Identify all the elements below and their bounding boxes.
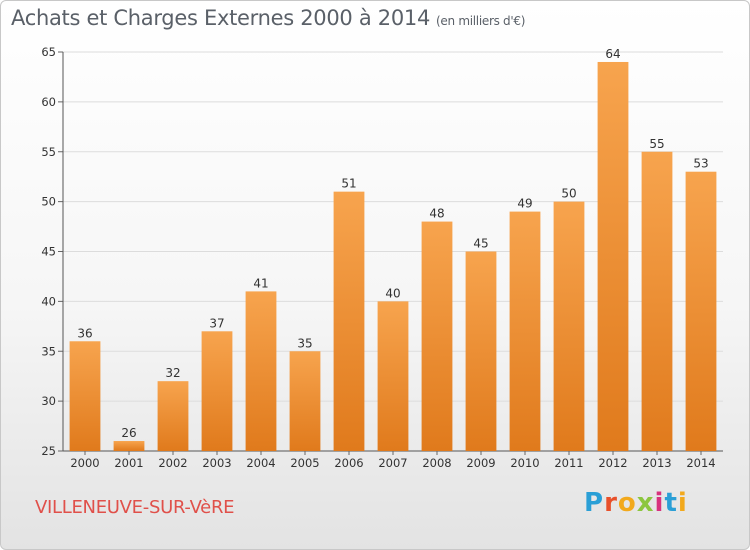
x-tick-labels: 2000 2001 2002 2003 2004 2005 2006 2007 2008 2009… bbox=[70, 456, 715, 470]
chart-title: Achats et Charges Externes 2000 à 2014 (e… bbox=[11, 6, 525, 30]
value-label: 26 bbox=[121, 426, 136, 440]
brand-letter: x bbox=[636, 488, 655, 518]
chart-title-text: Achats et Charges Externes 2000 à 2014 bbox=[11, 6, 431, 30]
value-label: 36 bbox=[77, 326, 92, 340]
value-label: 32 bbox=[165, 366, 180, 380]
bar bbox=[201, 331, 233, 451]
y-tick-label: 60 bbox=[41, 95, 56, 109]
bar bbox=[377, 301, 409, 451]
x-tick-label: 2014 bbox=[686, 456, 715, 470]
brand-logo: Proxiti bbox=[584, 488, 688, 518]
x-tick-label: 2004 bbox=[246, 456, 275, 470]
x-tick-label: 2006 bbox=[334, 456, 363, 470]
y-tick-label: 35 bbox=[41, 344, 56, 358]
x-tick-label: 2005 bbox=[290, 456, 319, 470]
y-tick-labels: 25 30 35 40 45 50 55 60 65 bbox=[41, 45, 56, 458]
y-tick-label: 50 bbox=[41, 195, 56, 209]
bar bbox=[69, 341, 101, 451]
brand-letter: P bbox=[584, 488, 605, 518]
bar bbox=[553, 201, 585, 451]
value-label: 48 bbox=[429, 207, 444, 221]
bar bbox=[333, 191, 365, 451]
y-tick-label: 45 bbox=[41, 245, 56, 259]
x-tick-label: 2013 bbox=[642, 456, 671, 470]
bar bbox=[289, 351, 321, 451]
x-tick-label: 2000 bbox=[70, 456, 99, 470]
bar bbox=[641, 151, 673, 451]
bar bbox=[113, 441, 145, 451]
brand-letter: i bbox=[677, 488, 688, 518]
x-tick-label: 2011 bbox=[554, 456, 583, 470]
value-label: 41 bbox=[253, 276, 268, 290]
x-tick-label: 2007 bbox=[378, 456, 407, 470]
x-tick-label: 2012 bbox=[598, 456, 627, 470]
value-labels: 36 26 32 37 41 35 51 40 48 45 49 50 64 55 53 bbox=[77, 47, 708, 440]
x-tick-label: 2003 bbox=[202, 456, 231, 470]
x-tick-label: 2008 bbox=[422, 456, 451, 470]
place-name: VILLENEUVE-SUR-VèRE bbox=[35, 497, 235, 518]
y-tick-label: 25 bbox=[41, 444, 56, 458]
value-label: 53 bbox=[693, 157, 708, 171]
bar bbox=[421, 221, 453, 451]
brand-letter: t bbox=[664, 488, 678, 518]
bar bbox=[509, 211, 541, 451]
y-tick-label: 65 bbox=[41, 45, 56, 59]
value-label: 64 bbox=[605, 47, 620, 61]
y-tick-label: 30 bbox=[41, 394, 56, 408]
y-tick-label: 40 bbox=[41, 294, 56, 308]
value-label: 35 bbox=[297, 336, 312, 350]
value-label: 37 bbox=[209, 316, 224, 330]
value-label: 40 bbox=[385, 286, 400, 300]
bar bbox=[245, 291, 277, 451]
bar bbox=[157, 381, 189, 451]
chart-subtitle: (en milliers d'€) bbox=[436, 14, 526, 28]
x-tick-label: 2002 bbox=[158, 456, 187, 470]
bar bbox=[685, 171, 717, 451]
value-label: 55 bbox=[649, 137, 664, 151]
bars bbox=[69, 61, 717, 451]
bar bbox=[465, 251, 497, 451]
brand-letter: i bbox=[654, 488, 665, 518]
brand-letter: r bbox=[604, 488, 618, 518]
value-label: 45 bbox=[473, 237, 488, 251]
value-label: 49 bbox=[517, 197, 532, 211]
brand-letter: o bbox=[617, 488, 637, 518]
x-tick-label: 2010 bbox=[510, 456, 539, 470]
x-tick-label: 2009 bbox=[466, 456, 495, 470]
y-tick-label: 55 bbox=[41, 145, 56, 159]
value-label: 50 bbox=[561, 187, 576, 201]
x-tick-label: 2001 bbox=[114, 456, 143, 470]
value-label: 51 bbox=[341, 177, 356, 191]
bar bbox=[597, 61, 629, 451]
